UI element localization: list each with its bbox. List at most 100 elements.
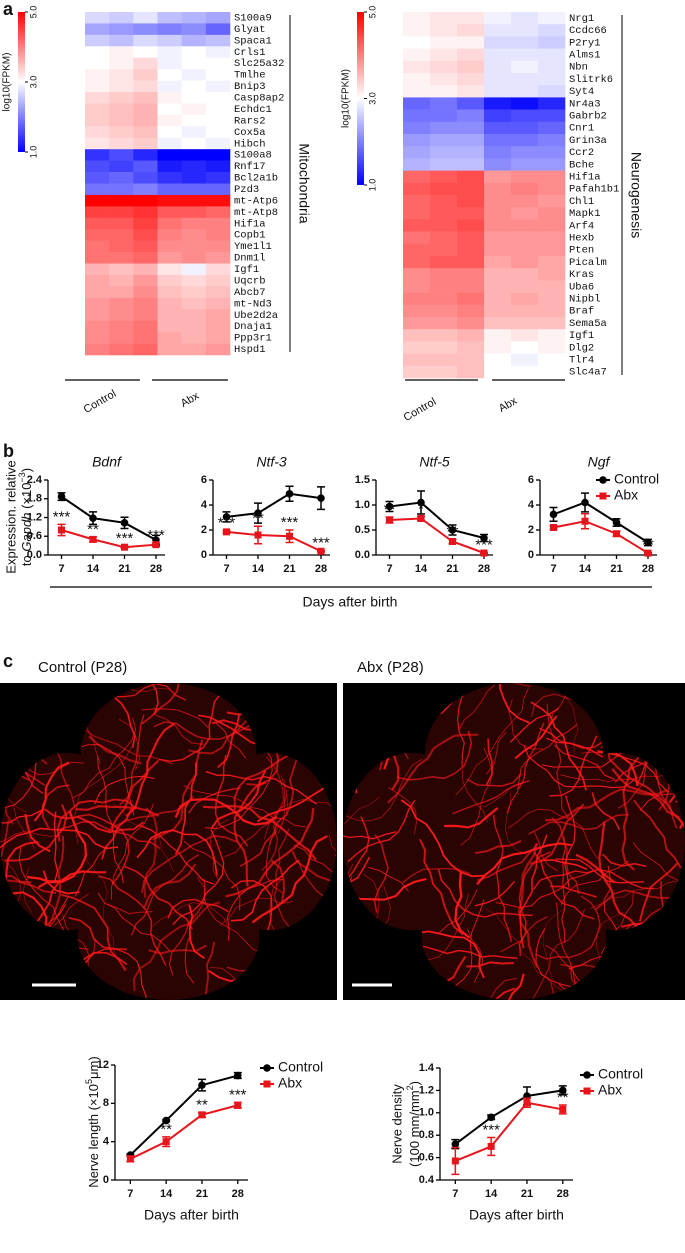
vessel <box>225 807 315 898</box>
data-point <box>126 1155 134 1163</box>
heatmap-cell <box>538 292 566 306</box>
vessel <box>396 730 473 781</box>
heatmap-cell <box>85 160 110 173</box>
vessel <box>555 902 576 984</box>
heatmap-cell <box>484 341 512 354</box>
heatmap-cell <box>457 268 485 281</box>
row-label: Syt4 <box>569 86 594 98</box>
significance-label: *** <box>475 536 493 553</box>
heatmap-cell <box>157 12 182 24</box>
x-axis-label: Days after birth <box>469 1207 564 1223</box>
vessel <box>347 799 416 863</box>
y-label-part: Nerve length (×10 <box>86 1084 101 1188</box>
row-label: Pzd3 <box>234 184 259 196</box>
heatmap-cell <box>457 121 485 135</box>
y-tick-label: 1.2 <box>27 511 42 523</box>
y-label-part: 2 <box>405 1085 415 1090</box>
vessel <box>632 842 685 886</box>
heatmap-cell <box>484 12 512 25</box>
heatmap-cell <box>133 23 158 36</box>
y-tick-label: 1.0 <box>419 1107 434 1119</box>
heatmap-cell <box>484 231 512 245</box>
heatmap-cell <box>484 85 512 98</box>
x-tick-label: 14 <box>87 563 100 575</box>
y-tick-label: 6 <box>201 474 207 486</box>
row-label: Uqcrb <box>234 275 266 287</box>
heatmap-cell <box>457 219 485 232</box>
series-line <box>226 530 322 553</box>
vessel <box>564 795 576 888</box>
heatmap-cell <box>484 109 512 123</box>
vessel <box>41 835 65 941</box>
heatmap-cell <box>181 23 207 36</box>
significance-label: ** <box>557 1089 569 1106</box>
heatmap-cell <box>430 304 458 318</box>
significance-label: ** <box>252 510 264 527</box>
heatmap-cell <box>457 231 485 245</box>
heatmap-cell <box>484 304 512 318</box>
vessel <box>0 840 39 907</box>
heatmap-cell <box>484 207 512 220</box>
vessel <box>527 908 586 1000</box>
heatmap-cell <box>457 60 485 74</box>
heatmap-cell <box>181 80 207 93</box>
heatmap-cell <box>403 121 431 135</box>
heatmap-cell <box>403 134 431 147</box>
data-point <box>223 528 230 536</box>
heatmap-cell <box>457 243 485 257</box>
row-label: Yme1l1 <box>234 241 272 253</box>
vessel <box>143 807 158 899</box>
row-label: Pafah1b1 <box>569 184 619 196</box>
heatmap-cell <box>205 297 231 310</box>
heatmap-cell <box>538 195 566 208</box>
heatmap-cell <box>157 217 182 230</box>
heatmap-cell <box>133 206 158 219</box>
vessel <box>0 816 32 884</box>
x-tick-label: 28 <box>150 563 162 575</box>
data-point <box>449 538 456 545</box>
vessel <box>230 859 300 922</box>
chart-title: Ntf-5 <box>419 454 450 470</box>
vessel <box>141 683 188 725</box>
significance-label: * <box>418 500 424 517</box>
vessel <box>419 838 464 936</box>
vessel <box>27 811 88 884</box>
heatmap-cell <box>133 137 158 150</box>
significance-label: *** <box>147 527 165 544</box>
significance-label: * <box>551 510 557 527</box>
heatmap-cell <box>457 97 485 110</box>
data-point <box>317 547 325 555</box>
heatmap-cell <box>133 332 158 344</box>
row-label: Dnaja1 <box>234 321 272 333</box>
heatmap-cell <box>181 57 207 70</box>
data-point <box>451 1140 460 1148</box>
heatmap-cell <box>403 207 431 220</box>
vessel <box>523 744 635 789</box>
heatmap-cell <box>403 292 431 306</box>
heatmap-cell <box>403 243 431 257</box>
y-label-part: ) <box>407 1081 422 1085</box>
vessel <box>533 831 558 872</box>
vessel <box>502 973 535 1000</box>
heatmap-cell <box>109 263 134 276</box>
vessel <box>467 928 484 984</box>
heatmap-cell <box>205 57 231 70</box>
vessel <box>602 853 647 868</box>
vessel <box>81 852 127 970</box>
y-tick-label: 4 <box>103 1136 110 1148</box>
row-label: Mapk1 <box>569 208 601 220</box>
y-axis-label: Nerve length (×105μm) <box>84 1056 101 1187</box>
vessel <box>639 762 685 811</box>
chart-title: Bdnf <box>92 454 123 470</box>
colorbar-tick-label: 5.0 <box>367 6 377 19</box>
heatmap-cell <box>538 365 566 379</box>
vessel <box>495 870 594 909</box>
heatmap-cell <box>85 263 110 276</box>
heatmap-cell <box>457 48 485 62</box>
heatmap-cell <box>181 183 207 196</box>
heatmap-cell <box>181 103 207 116</box>
vessel <box>118 718 140 771</box>
significance-label: ** <box>384 501 396 518</box>
heatmap-cell <box>538 256 566 269</box>
vessel <box>545 788 668 822</box>
